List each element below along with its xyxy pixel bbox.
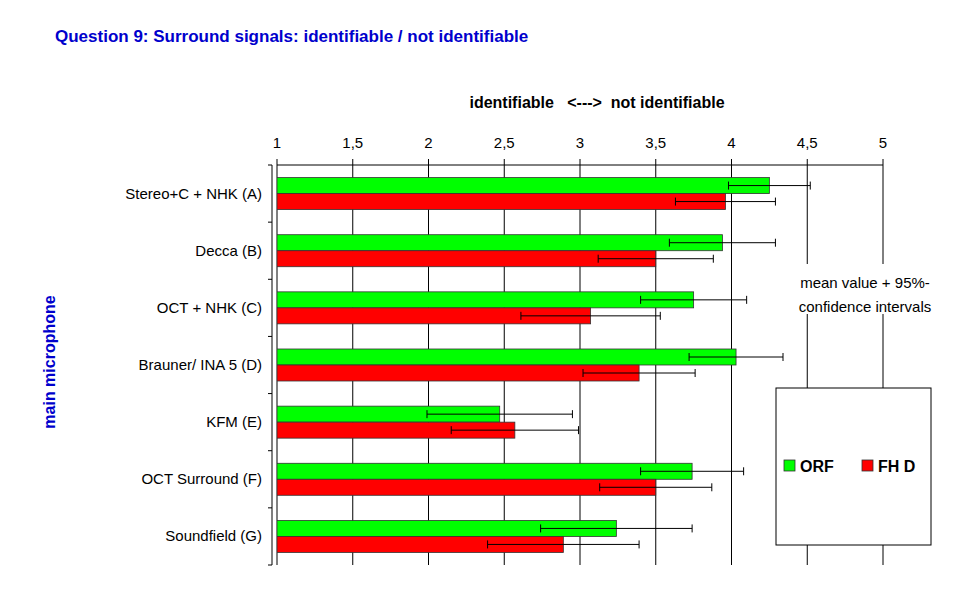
legend: ORF FH D xyxy=(776,388,931,545)
category-tick xyxy=(268,450,272,451)
annotation-bg xyxy=(780,264,950,314)
category-tick xyxy=(268,507,272,508)
bar xyxy=(277,194,725,210)
category-label: OCT + NHK (C) xyxy=(157,299,262,316)
category-label: Stereo+C + NHK (A) xyxy=(125,185,262,202)
bars xyxy=(277,178,810,553)
category-label: Brauner/ INA 5 (D) xyxy=(139,356,262,373)
tick-mark xyxy=(655,159,656,165)
tick-mark xyxy=(883,159,884,165)
error-bar xyxy=(451,426,578,434)
x-axis-label: identifiable <---> not identifiable xyxy=(469,94,724,111)
error-bar xyxy=(427,410,572,418)
tick-mark xyxy=(352,159,353,165)
category-tick xyxy=(268,393,272,394)
bar xyxy=(277,463,692,479)
category-tick xyxy=(268,336,272,337)
tick-mark xyxy=(731,159,732,165)
error-bar xyxy=(541,524,693,532)
tick-label: 2 xyxy=(424,134,432,151)
y-axis-label: main microphone xyxy=(41,295,58,428)
legend-box xyxy=(776,388,931,545)
tick-label: 3 xyxy=(576,134,584,151)
tick-label: 4,5 xyxy=(797,134,818,151)
error-bar xyxy=(521,312,660,320)
error-bar xyxy=(675,198,775,206)
error-bar xyxy=(583,369,695,377)
tick-label: 1 xyxy=(273,134,281,151)
x-axis xyxy=(277,165,883,166)
annotation: mean value + 95%- confidence intervals xyxy=(780,264,950,315)
tick-mark xyxy=(277,159,278,165)
error-bar xyxy=(669,239,775,247)
category-tick xyxy=(268,279,272,280)
tick-label: 5 xyxy=(879,134,887,151)
category-label: Decca (B) xyxy=(195,242,262,259)
category-label: KFM (E) xyxy=(206,413,262,430)
category-label: Soundfield (G) xyxy=(165,527,262,544)
legend-label: FH D xyxy=(878,458,915,475)
bar xyxy=(277,235,722,251)
error-bar xyxy=(598,255,713,263)
category-tick xyxy=(268,222,272,223)
error-bar xyxy=(728,182,810,190)
y-axis xyxy=(272,165,273,565)
chart: Question 9: Surround signals: identifiab… xyxy=(0,0,968,600)
annotation-text: mean value + 95%- xyxy=(800,274,930,291)
bar xyxy=(277,178,769,194)
tick-label: 1,5 xyxy=(342,134,363,151)
error-bar xyxy=(600,483,712,491)
tick-label: 3,5 xyxy=(645,134,666,151)
tick-mark xyxy=(504,159,505,165)
legend-label: ORF xyxy=(800,458,834,475)
error-bar xyxy=(641,296,747,304)
error-bar xyxy=(641,467,744,475)
category-label: OCT Surround (F) xyxy=(141,470,262,487)
tick-mark xyxy=(807,159,808,165)
category-tick xyxy=(268,165,272,166)
bar xyxy=(277,292,694,308)
title: Question 9: Surround signals: identifiab… xyxy=(55,27,528,46)
tick-mark xyxy=(580,159,581,165)
tick-mark xyxy=(428,159,429,165)
category-tick xyxy=(268,565,272,566)
annotation-text: confidence intervals xyxy=(799,298,932,315)
legend-swatch xyxy=(862,460,873,471)
error-bar xyxy=(488,540,640,548)
tick-label: 2,5 xyxy=(494,134,515,151)
legend-swatch xyxy=(784,460,795,471)
error-bar xyxy=(689,353,783,361)
tick-label: 4 xyxy=(727,134,735,151)
bar xyxy=(277,479,656,495)
bar xyxy=(277,349,736,365)
